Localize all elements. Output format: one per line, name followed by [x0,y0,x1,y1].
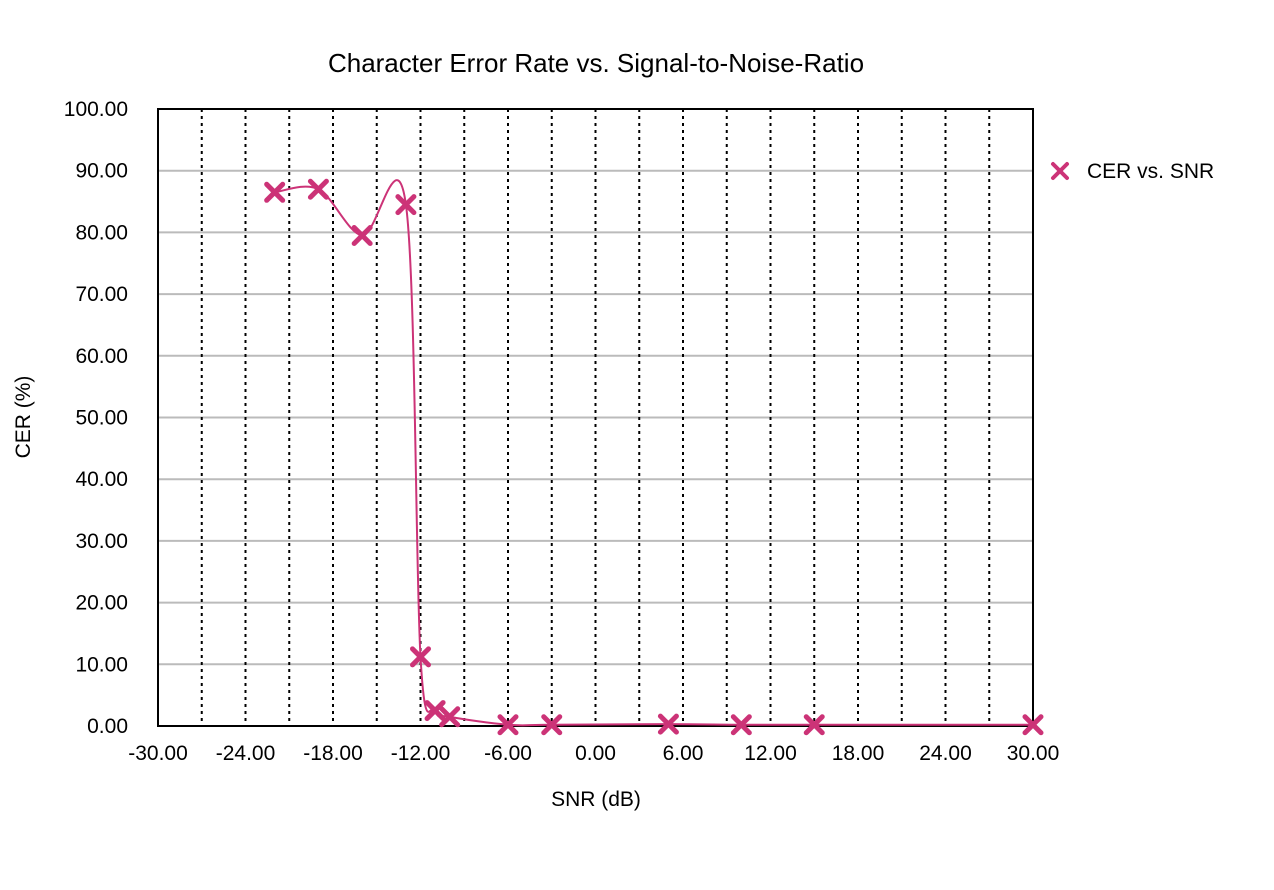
data-point-marker [541,714,563,736]
y-tick-label: 10.00 [75,653,128,676]
y-tick-label: 100.00 [64,98,128,121]
x-tick-label: -12.00 [391,742,451,765]
data-point-marker [657,713,679,735]
y-tick-label: 90.00 [75,160,128,183]
y-tick-label: 70.00 [75,283,128,306]
x-tick-label: 18.00 [832,742,885,765]
y-tick-label: 20.00 [75,592,128,615]
y-tick-label: 80.00 [75,221,128,244]
data-point-marker [730,714,752,736]
tick-labels: 0.00 10.00 20.00 30.00 40.00 50.00 60.00 70.00 8… [64,98,1060,765]
x-tick-label: 24.00 [919,742,972,765]
x-tick-label: -30.00 [128,742,188,765]
y-tick-label: 30.00 [75,530,128,553]
chart-title: Character Error Rate vs. Signal-to-Noise… [328,48,864,78]
data-point-marker [410,646,431,668]
x-tick-label: 0.00 [575,742,616,765]
data-point-marker [1022,714,1044,736]
grid-lines [158,109,1033,726]
data-point-marker [395,194,417,216]
y-axis-title: CER (%) [12,376,35,459]
x-tick-label: 6.00 [663,742,704,765]
data-point-marker [803,714,825,736]
x-axis-title: SNR (dB) [551,788,641,811]
x-tick-label: -6.00 [484,742,532,765]
y-tick-label: 60.00 [75,345,128,368]
y-tick-label: 0.00 [87,715,128,738]
x-tick-label: -24.00 [216,742,276,765]
y-tick-label: 40.00 [75,468,128,491]
x-tick-label: -18.00 [303,742,363,765]
series-layer [264,178,1044,736]
data-point-marker [307,178,329,200]
legend-marker [1051,162,1069,180]
plot-frame [157,108,1034,727]
data-point-marker [497,714,519,736]
y-tick-label: 50.00 [75,407,128,430]
series-line [274,179,1033,727]
legend-label: CER vs. SNR [1087,160,1214,183]
legend: CER vs. SNR [1051,160,1214,183]
data-point-marker [264,181,286,203]
data-point-marker [351,224,373,246]
data-point-marker [424,700,446,722]
x-tick-label: 30.00 [1007,742,1060,765]
data-point-marker [439,706,461,728]
x-tick-label: 12.00 [744,742,797,765]
